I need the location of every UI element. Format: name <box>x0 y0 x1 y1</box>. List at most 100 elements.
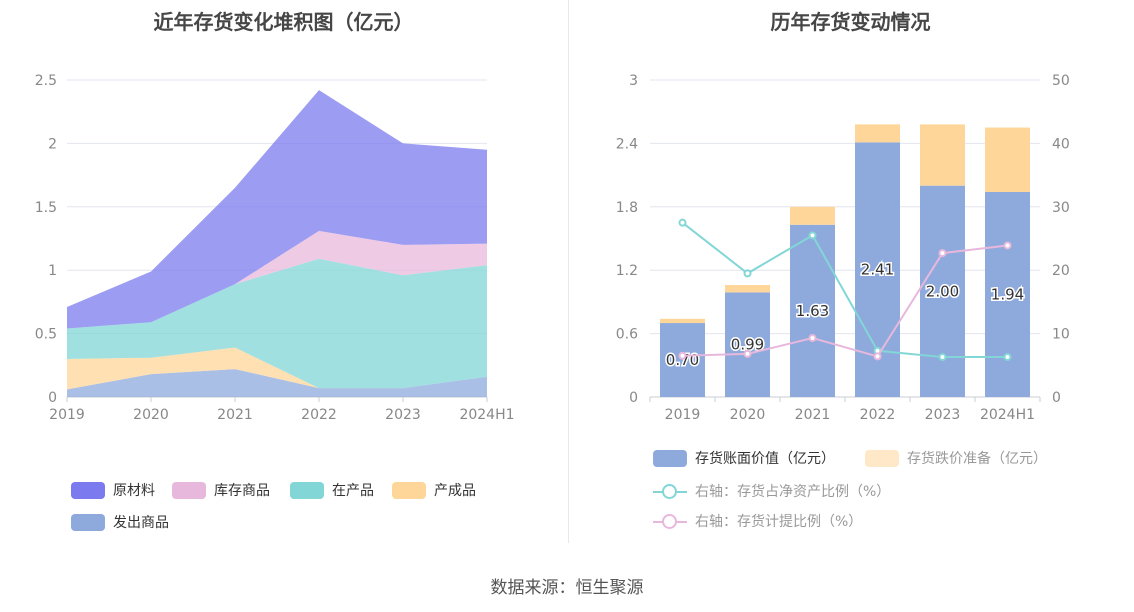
legend-label: 库存商品 <box>214 483 270 499</box>
chart-title-right: 历年存货变动情况 <box>770 10 931 34</box>
legend-swatch <box>653 483 687 500</box>
stacked-area-chart: 0 0.5 1 1.5 2 2.5 2019 2020 2021 2022 2023 2024H1 <box>35 73 515 423</box>
legend-label: 发出商品 <box>113 515 169 531</box>
y2-tick-label: 0 <box>1052 390 1061 406</box>
legend-label: 右轴：存货计提比例（%） <box>695 514 863 530</box>
bar <box>985 192 1030 397</box>
line-point <box>938 353 947 362</box>
legend-label: 在产品 <box>332 483 374 499</box>
area-series <box>67 347 487 390</box>
bar-data-label: 2.41 <box>861 261 894 279</box>
legend-item[interactable]: 右轴：存货占净资产比例（%） <box>653 481 890 501</box>
x-tick-label: 2020 <box>730 407 766 423</box>
y-tick-label: 2 <box>48 136 57 152</box>
line-point <box>743 349 752 358</box>
x-tick-label: 2019 <box>49 407 85 423</box>
y-tick-label: 2.4 <box>616 136 638 152</box>
y-tick-label: 2.5 <box>35 73 57 89</box>
bar <box>920 185 965 397</box>
line-point <box>678 218 687 227</box>
legend-marker <box>662 483 677 499</box>
legend-swatch <box>290 481 324 499</box>
x-tick-label: 2023 <box>925 407 961 423</box>
panel-divider <box>568 0 569 543</box>
legend-item[interactable]: 发出商品 <box>71 512 169 532</box>
x-tick-label: 2019 <box>665 407 701 423</box>
legend-swatch <box>71 513 105 531</box>
y-tick-label: 0.5 <box>35 327 57 343</box>
line-point <box>1003 241 1012 250</box>
legend-item[interactable]: 右轴：存货计提比例（%） <box>653 511 862 531</box>
line-point <box>678 351 687 360</box>
legend-item[interactable]: 产成品 <box>392 480 476 500</box>
x-tick-label: 2024H1 <box>459 407 514 423</box>
legend-label: 产成品 <box>434 483 476 499</box>
y2-tick-label: 50 <box>1052 73 1070 89</box>
x-tick-label: 2020 <box>133 407 169 423</box>
legend-label: 右轴：存货占净资产比例（%） <box>695 484 891 500</box>
x-tick-label: 2021 <box>217 407 253 423</box>
legend-marker <box>662 513 677 529</box>
x-tick-label: 2024H1 <box>980 407 1035 423</box>
bar <box>790 224 835 397</box>
line-point <box>808 334 817 343</box>
chart-title-left: 近年存货变化堆积图（亿元） <box>153 10 414 34</box>
bar-data-label: 1.63 <box>796 302 829 320</box>
bar <box>920 124 965 186</box>
y-tick-label: 1.8 <box>616 200 638 216</box>
y-tick-label: 1 <box>48 263 57 279</box>
y-tick-label: 1.5 <box>35 200 57 216</box>
bar-data-label: 1.94 <box>991 286 1024 304</box>
bar <box>855 124 900 143</box>
line-point <box>743 269 752 278</box>
bar <box>985 127 1030 193</box>
x-tick-label: 2021 <box>795 407 831 423</box>
area-series <box>67 90 487 329</box>
legend-label: 存货账面价值（亿元） <box>695 451 835 467</box>
legend-item[interactable]: 存货跌价准备（亿元） <box>865 448 1047 468</box>
legend-label: 存货跌价准备（亿元） <box>907 451 1047 467</box>
bar-data-label: 2.00 <box>926 282 959 300</box>
bar-line-panel: 历年存货变动情况 0 0.6 1.2 1.8 2.4 3 0 10 20 30 40 50 2019 20… <box>567 0 1134 560</box>
area-series <box>67 258 487 389</box>
y-tick-label: 0 <box>48 390 57 406</box>
line-series <box>681 221 1008 359</box>
y-tick-label: 0 <box>629 390 638 406</box>
y-tick-label: 0.6 <box>616 327 638 343</box>
legend-label: 原材料 <box>113 483 155 499</box>
bar <box>790 206 835 225</box>
legend-swatch <box>392 481 426 499</box>
y-tick-label: 1.2 <box>616 263 638 279</box>
y-tick-label: 3 <box>629 73 638 89</box>
bar <box>660 318 705 324</box>
line-series <box>682 244 1008 358</box>
line-point <box>1003 353 1012 362</box>
legend-item[interactable]: 在产品 <box>290 480 374 500</box>
line-point <box>808 231 817 240</box>
y2-tick-label: 30 <box>1052 200 1070 216</box>
x-tick-label: 2022 <box>301 407 337 423</box>
legend-swatch <box>172 481 206 499</box>
y2-tick-label: 10 <box>1052 327 1070 343</box>
area-series <box>67 369 487 397</box>
x-tick-label: 2023 <box>385 407 421 423</box>
stacked-area-panel: 近年存货变化堆积图（亿元） 0 0.5 1 1.5 2 2.5 2019 2020 2021 20… <box>0 0 567 560</box>
data-source: 数据来源：恒生聚源 <box>490 578 644 598</box>
y2-tick-label: 40 <box>1052 136 1070 152</box>
line-point <box>938 249 947 258</box>
y2-tick-label: 20 <box>1052 263 1070 279</box>
legend-item[interactable]: 库存商品 <box>172 480 270 500</box>
legend-swatch <box>653 513 687 530</box>
line-point <box>873 352 882 361</box>
legend-item[interactable]: 存货账面价值（亿元） <box>653 448 835 468</box>
bar <box>725 284 770 293</box>
legend-swatch <box>865 449 899 467</box>
legend-item[interactable]: 原材料 <box>71 480 155 500</box>
area-series <box>67 230 487 329</box>
x-tick-label: 2022 <box>860 407 896 423</box>
bar <box>660 323 705 397</box>
legend-swatch <box>71 481 105 499</box>
bar-data-label: 0.99 <box>731 336 764 354</box>
legend-swatch <box>653 449 687 467</box>
